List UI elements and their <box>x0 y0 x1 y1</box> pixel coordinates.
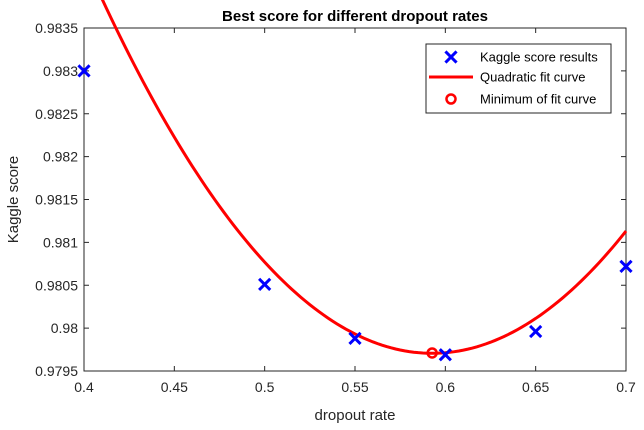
x-marker-stroke <box>258 277 272 292</box>
x-marker-stroke <box>619 259 633 274</box>
x-tick-label: 0.7 <box>616 379 636 395</box>
score-point-marker <box>529 324 543 339</box>
x-axis-title: dropout rate <box>315 407 396 424</box>
minimum-point-marker <box>426 347 438 359</box>
x-tick-label: 0.55 <box>341 379 368 395</box>
legend-icon-circle <box>445 93 457 105</box>
score-point-marker <box>438 348 452 362</box>
legend-label: Quadratic fit curve <box>480 70 586 85</box>
y-tick-label: 0.9795 <box>35 363 78 379</box>
x-tick-label: 0.65 <box>522 379 549 395</box>
y-tick-label: 0.9805 <box>35 277 78 293</box>
x-tick-label: 0.4 <box>74 379 94 395</box>
x-marker-stroke <box>348 331 362 346</box>
x-tick-label: 0.6 <box>436 379 456 395</box>
x-axis: 0.4 0.45 0.5 0.55 0.6 0.65 0.7 <box>74 28 636 395</box>
x-marker-stroke <box>529 324 543 339</box>
y-tick-label: 0.981 <box>43 234 78 250</box>
y-tick-label: 0.98 <box>51 320 78 336</box>
x-marker-stroke <box>438 348 452 362</box>
y-tick-label: 0.9815 <box>35 192 78 208</box>
score-point-marker <box>258 277 272 292</box>
x-marker-stroke <box>444 50 458 64</box>
y-axis: 0.9795 0.98 0.9805 0.981 0.9815 0.982 0.9825 0.… <box>35 20 626 379</box>
chart-title: Best score for different dropout rates <box>222 8 488 25</box>
x-marker-stroke <box>77 64 91 78</box>
legend-icon-x <box>444 50 458 64</box>
legend-label: Kaggle score results <box>480 50 598 65</box>
legend-label: Minimum of fit curve <box>480 92 596 107</box>
y-tick-label: 0.983 <box>43 63 78 79</box>
legend-items: Kaggle score results Quadratic fit curve M… <box>429 50 598 107</box>
y-tick-label: 0.982 <box>43 149 78 165</box>
score-point-marker <box>619 259 633 274</box>
legend: Kaggle score results Quadratic fit curve M… <box>425 43 612 114</box>
fit-curve-layer <box>100 0 628 355</box>
y-tick-label: 0.9825 <box>35 106 78 122</box>
y-tick-label: 0.9835 <box>35 20 78 36</box>
score-point-marker <box>77 64 91 78</box>
y-axis-title: Kaggle score <box>5 156 22 244</box>
marker-layer <box>77 64 633 362</box>
fit-curve-line <box>100 0 628 355</box>
x-tick-label: 0.5 <box>255 379 275 395</box>
score-point-marker <box>348 331 362 346</box>
x-tick-label: 0.45 <box>161 379 188 395</box>
